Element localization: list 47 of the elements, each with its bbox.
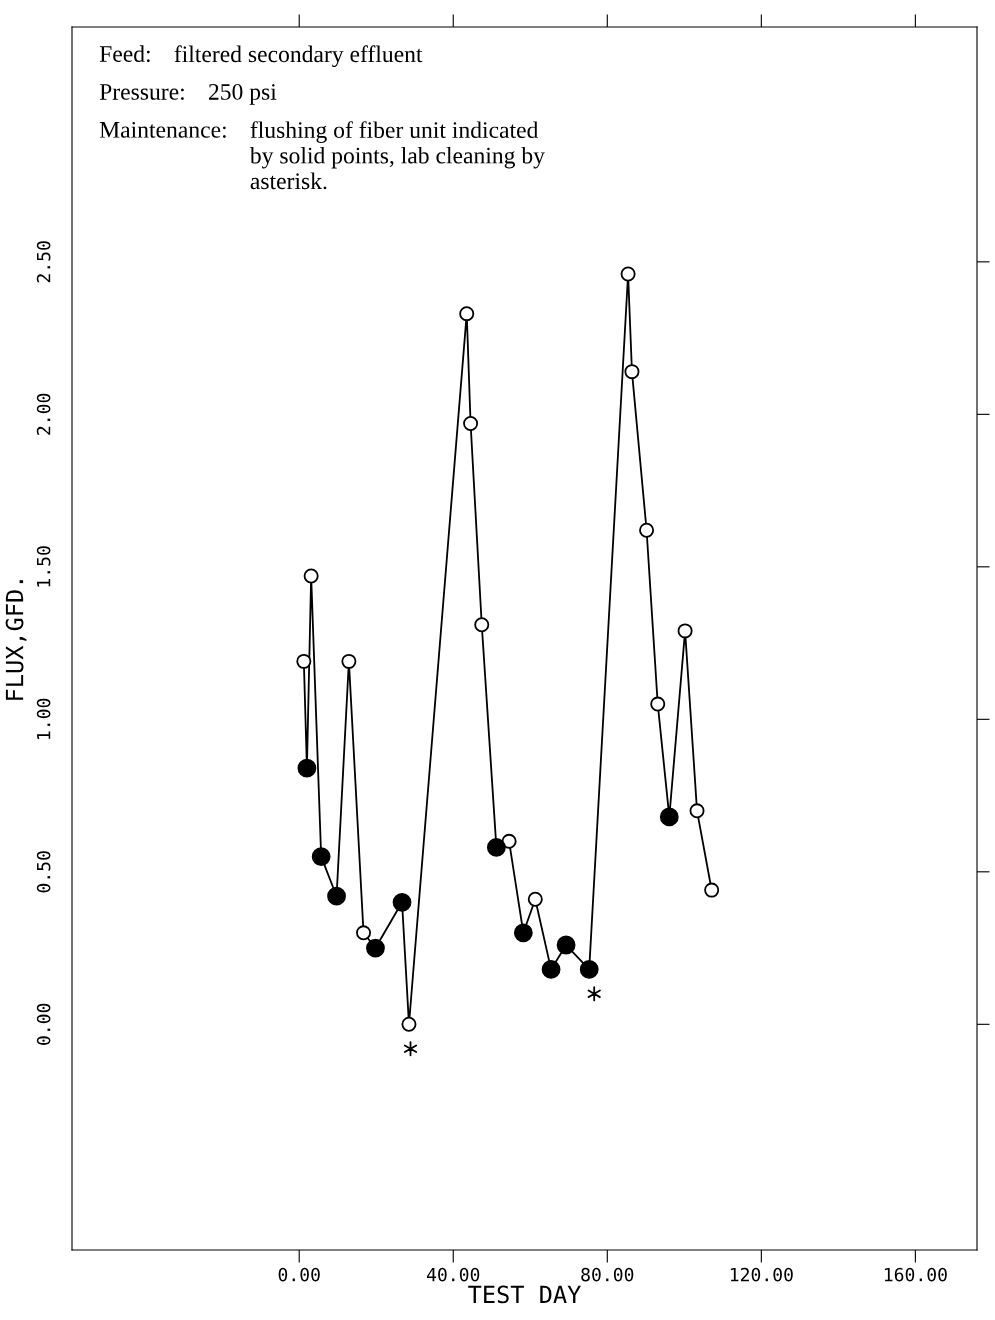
point [401, 1016, 417, 1032]
x-tick-label: 160.00 [884, 1267, 947, 1282]
point [639, 522, 655, 538]
point [327, 886, 346, 906]
point [366, 938, 385, 958]
annotation: Pressure: [99, 84, 184, 100]
x-axis-title: TEST DAY [468, 1285, 581, 1304]
point [463, 415, 479, 431]
point [620, 266, 636, 282]
y-tick-label: 2.00 [36, 393, 51, 435]
annotation: flushing of fiber unit indicated by solid points, lab cleaning by asterisk. [249, 121, 545, 190]
point [587, 986, 601, 1002]
point [624, 364, 640, 380]
annotation: Feed: [99, 45, 150, 63]
y-tick-label: 1.00 [36, 698, 51, 739]
x-tick-label: 80.00 [581, 1267, 634, 1282]
point [296, 653, 312, 669]
point [659, 807, 679, 827]
annotation: Maintenance: [99, 121, 226, 138]
point [650, 696, 666, 712]
point [704, 882, 720, 898]
x-tick-label: 0.00 [278, 1267, 320, 1282]
y-tick-label: 0.00 [36, 1003, 51, 1045]
point [513, 923, 533, 943]
point [341, 653, 357, 669]
point [486, 838, 506, 857]
y-tick-label: 2.50 [36, 241, 51, 283]
point [579, 960, 599, 979]
y-tick-label: 0.50 [36, 851, 51, 893]
y-axis-title: FLUX,GFD. [5, 580, 27, 700]
point [689, 803, 705, 819]
x-tick-label: 40.00 [426, 1267, 480, 1282]
point [311, 847, 331, 866]
point [297, 758, 317, 778]
point [527, 891, 543, 907]
point [392, 892, 412, 912]
point [459, 306, 475, 322]
annotation: 250 psi [208, 83, 277, 105]
point [303, 568, 319, 584]
y-tick-label: 1.50 [36, 546, 51, 587]
point [556, 935, 576, 955]
point [474, 617, 490, 633]
point [541, 960, 561, 979]
x-tick-label: 120.00 [730, 1267, 793, 1282]
point [677, 623, 693, 639]
point [356, 925, 372, 941]
annotation: filtered secondary effluent [174, 45, 423, 68]
